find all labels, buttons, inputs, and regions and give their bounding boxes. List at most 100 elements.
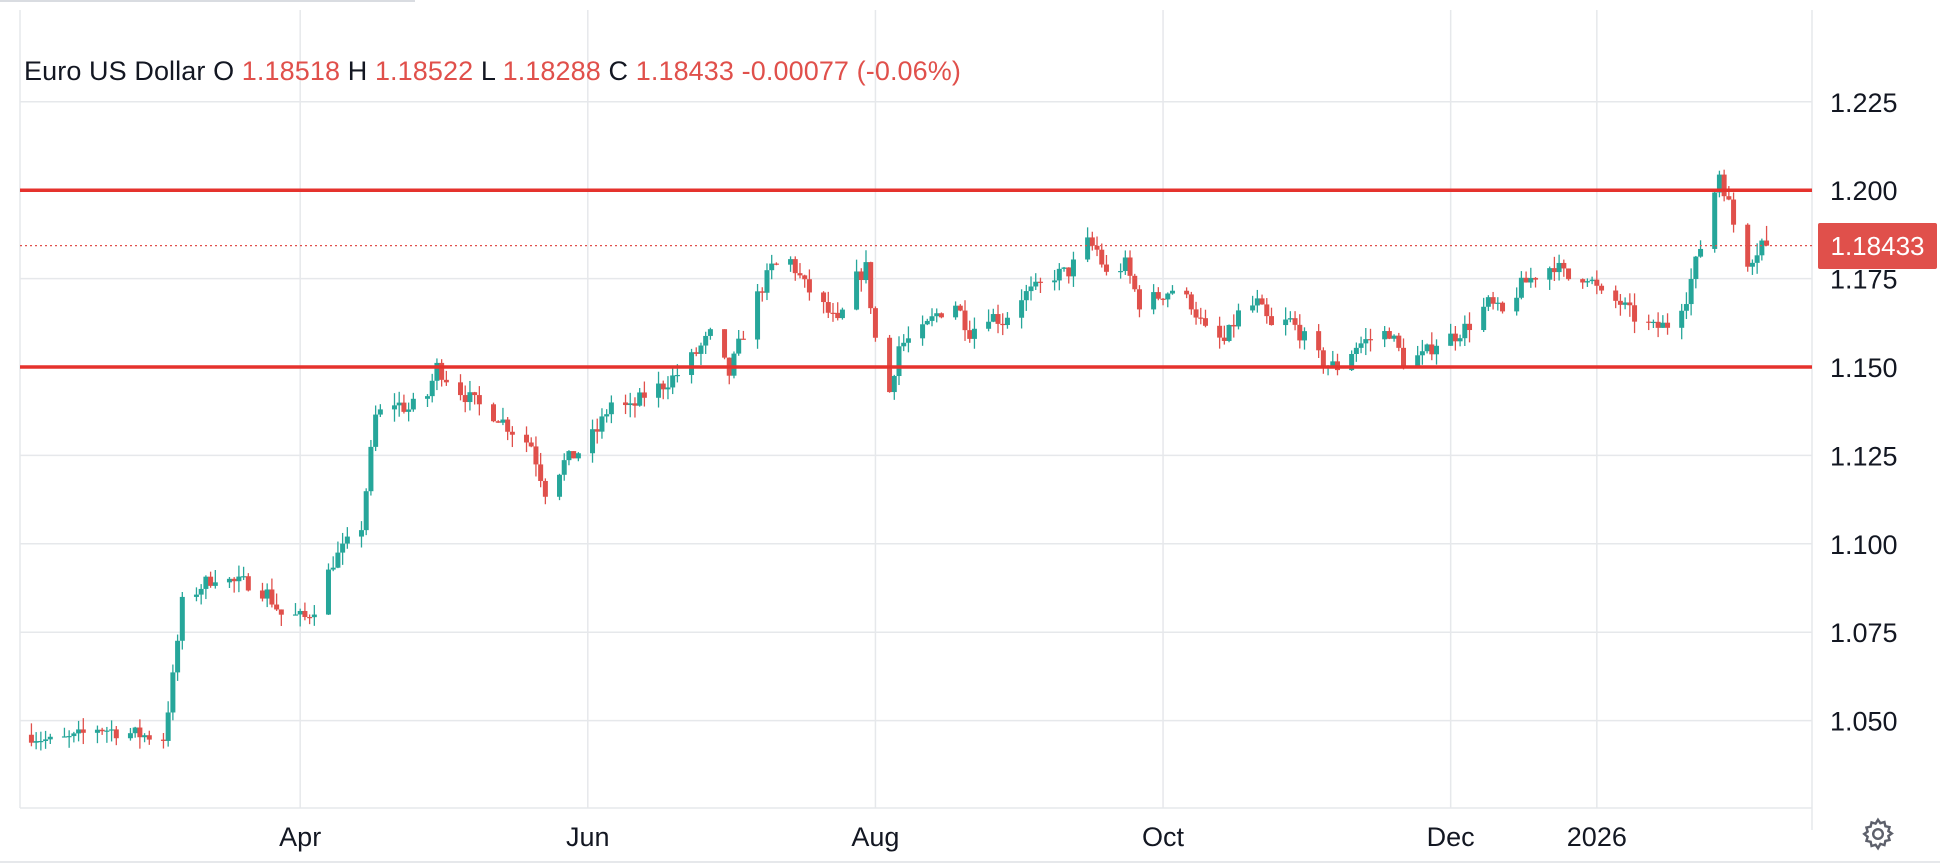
candle-body — [722, 329, 728, 358]
candles — [28, 169, 1770, 751]
candle-body — [245, 576, 251, 591]
candle-body — [557, 474, 563, 497]
candle-body — [1391, 335, 1397, 339]
candle-body — [934, 313, 940, 317]
candle-body — [1198, 317, 1204, 319]
candle-body — [698, 345, 704, 354]
candle-body — [830, 312, 836, 314]
candle-body — [132, 727, 138, 734]
candle-body — [1094, 245, 1100, 250]
candle-body — [495, 421, 501, 423]
candle-body — [1118, 271, 1124, 273]
candle-body — [566, 451, 572, 461]
candle-body — [1462, 323, 1468, 339]
candle-body — [335, 552, 341, 568]
candle-body — [1283, 319, 1289, 326]
open-label: O — [213, 56, 235, 86]
candle-body — [1160, 298, 1166, 300]
candle-body — [1533, 277, 1539, 280]
candle-body — [1523, 277, 1529, 283]
candle-body — [773, 263, 779, 265]
candle-body — [665, 387, 671, 390]
candle-body — [292, 614, 298, 616]
candle-body — [311, 614, 317, 618]
candle-body — [236, 576, 242, 582]
candle-body — [1452, 333, 1458, 342]
candle-body — [1764, 240, 1770, 246]
candle-body — [1320, 350, 1326, 369]
candle-body — [1122, 257, 1128, 272]
candle-body — [1033, 281, 1039, 287]
candle-body — [198, 588, 204, 595]
candle-body — [542, 480, 548, 497]
candle-body — [1485, 297, 1491, 307]
candle-body — [259, 590, 265, 599]
gear-icon[interactable] — [1860, 816, 1896, 852]
candle-body — [689, 352, 695, 375]
candle-body — [1716, 174, 1722, 193]
open-value: 1.18518 — [241, 56, 341, 86]
candle-body — [43, 739, 49, 741]
candle-body — [1292, 318, 1298, 325]
candle-body — [608, 402, 614, 415]
candle-body — [439, 362, 445, 380]
y-tick-label: 1.150 — [1830, 353, 1898, 383]
candle-body — [231, 578, 237, 582]
candle-body — [160, 739, 166, 741]
candle-body — [1028, 286, 1034, 292]
y-tick-label: 1.125 — [1830, 441, 1898, 471]
candle-body — [269, 589, 275, 605]
candle-body — [1551, 268, 1557, 273]
candle-body — [472, 392, 478, 396]
candle-body — [391, 405, 397, 410]
candle-body — [901, 342, 907, 347]
candle-body — [1004, 317, 1010, 326]
candle-body — [99, 729, 105, 732]
candle-body — [1556, 262, 1562, 273]
top-divider — [0, 0, 415, 2]
candle-body — [1061, 267, 1067, 269]
candle-body — [599, 416, 605, 432]
candle-body — [627, 403, 633, 406]
candle-body — [278, 609, 284, 615]
candle-body — [769, 263, 775, 271]
candle-body — [868, 262, 874, 309]
candle-body — [1264, 304, 1270, 317]
candle-body — [1023, 291, 1029, 301]
candle-body — [806, 279, 812, 293]
candle-body — [476, 395, 482, 405]
candle-body — [759, 291, 765, 293]
candle-body — [575, 453, 581, 459]
candle-body — [835, 312, 841, 319]
candle-body — [1419, 351, 1425, 356]
candle-body — [170, 672, 176, 713]
candle-body — [358, 530, 364, 537]
x-tick-label: Apr — [279, 822, 321, 852]
candle-body — [1514, 297, 1520, 312]
candle-body — [1231, 324, 1237, 327]
candle-body — [656, 383, 662, 398]
candle-body — [297, 610, 303, 615]
candle-body — [330, 567, 336, 570]
candle-body — [1085, 237, 1091, 260]
candle-body — [1561, 262, 1567, 269]
candle-body — [340, 543, 346, 553]
candle-body — [274, 604, 280, 610]
candle-body — [1368, 339, 1374, 341]
candle-body — [66, 736, 72, 738]
candle-body — [208, 576, 214, 586]
low-value: 1.18288 — [502, 56, 601, 86]
y-tick-label: 1.175 — [1830, 265, 1898, 295]
candle-body — [1726, 196, 1732, 200]
candle-body — [821, 292, 827, 303]
candle-body — [104, 730, 110, 732]
candle-body — [957, 305, 963, 311]
candle-body — [731, 353, 737, 376]
candle-body — [1566, 268, 1572, 280]
candle-body — [1627, 302, 1633, 306]
candle-body — [1679, 310, 1685, 328]
candle-body — [797, 273, 803, 276]
candle-body — [127, 733, 133, 739]
candle-body — [443, 379, 449, 383]
